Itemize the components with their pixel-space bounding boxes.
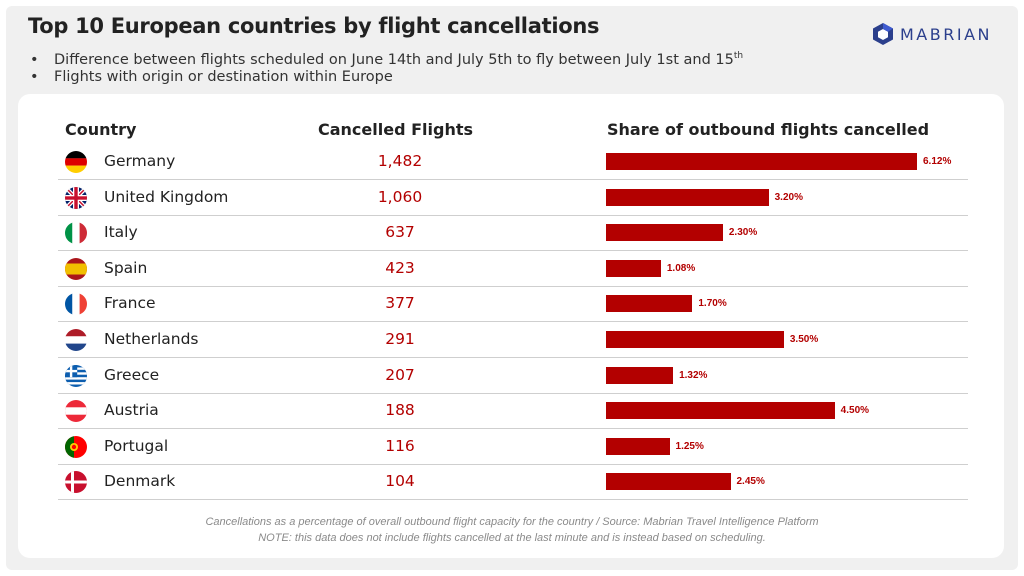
cancelled-flights-value: 188 bbox=[385, 401, 415, 420]
bullet-date-range: • Difference between flights scheduled on… bbox=[30, 46, 744, 68]
share-bar bbox=[606, 473, 731, 491]
country-name: Italy bbox=[104, 223, 138, 242]
table-row: Denmark 104 2.45% bbox=[58, 464, 968, 501]
share-bar bbox=[606, 366, 674, 384]
country-name: Germany bbox=[104, 152, 176, 170]
column-header-country: Country bbox=[65, 120, 137, 139]
bullet-glyph: • bbox=[30, 51, 39, 68]
column-header-cancelled: Cancelled Flights bbox=[318, 120, 474, 139]
share-data-label: 3.50% bbox=[789, 334, 819, 345]
cancelled-flights-value: 207 bbox=[385, 365, 415, 384]
country-name: France bbox=[104, 294, 156, 313]
bullet-date-range-text: Difference between flights scheduled on … bbox=[54, 51, 734, 68]
country-name: Portugal bbox=[104, 436, 169, 455]
subtitle-bullets: • Difference between flights scheduled on… bbox=[30, 46, 743, 88]
share-data-label: 4.50% bbox=[840, 405, 870, 417]
table-card bbox=[18, 94, 1004, 558]
table-row: Portugal 116 1.25% bbox=[58, 429, 968, 465]
share-bar bbox=[606, 295, 693, 313]
country-name: United Kingdom bbox=[104, 187, 229, 206]
france-flag-icon bbox=[65, 293, 87, 316]
greece-flag-icon bbox=[65, 364, 87, 387]
country-name: Netherlands bbox=[104, 330, 199, 348]
country-name: Greece bbox=[104, 365, 160, 384]
table-row: France 377 1.70% bbox=[58, 286, 968, 323]
denmark-flag-icon bbox=[65, 471, 87, 494]
bullet-scope-text: Flights with origin or destination withi… bbox=[54, 69, 393, 85]
table-row: Spain 423 1.08% bbox=[58, 251, 968, 287]
mabrian-logo-icon bbox=[873, 23, 893, 45]
bullet-date-range-sup: th bbox=[733, 51, 744, 61]
share-bar bbox=[606, 331, 784, 348]
share-data-label: 3.20% bbox=[774, 191, 803, 203]
footnote-source: Cancellations as a percentage of overall… bbox=[205, 516, 819, 528]
germany-flag-icon bbox=[65, 151, 87, 173]
cancelled-flights-value: 637 bbox=[385, 223, 415, 242]
logo-text: MABRIAN bbox=[900, 24, 992, 44]
share-data-label: 2.45% bbox=[736, 476, 765, 488]
page-title: Top 10 European countries by flight canc… bbox=[28, 14, 600, 38]
country-name: Spain bbox=[104, 258, 148, 277]
bullet-glyph: • bbox=[30, 69, 39, 85]
spain-flag-icon bbox=[65, 257, 87, 280]
bullet-scope: • Flights with origin or destination with… bbox=[30, 67, 743, 88]
table-row: United Kingdom 1,060 3.20% bbox=[58, 180, 968, 216]
cancelled-flights-value: 1,482 bbox=[377, 152, 423, 170]
netherlands-flag-icon bbox=[65, 329, 87, 351]
uk-flag-icon bbox=[65, 186, 87, 209]
cancelled-flights-value: 291 bbox=[385, 330, 415, 348]
share-data-label: 1.08% bbox=[666, 262, 696, 274]
table-row: Netherlands 291 3.50% bbox=[58, 322, 968, 358]
share-data-label: 6.12% bbox=[923, 156, 952, 167]
share-bar bbox=[606, 153, 917, 170]
table-row: Austria 188 4.50% bbox=[58, 393, 968, 430]
cancelled-flights-value: 104 bbox=[385, 472, 415, 491]
table-row: Greece 207 1.32% bbox=[58, 358, 968, 394]
italy-flag-icon bbox=[65, 222, 87, 245]
share-data-label: 1.70% bbox=[698, 298, 727, 310]
share-bar bbox=[606, 259, 661, 277]
country-name: Austria bbox=[104, 401, 159, 420]
portugal-flag-icon bbox=[65, 435, 87, 458]
share-bar bbox=[606, 224, 723, 242]
table-row: Italy 637 2.30% bbox=[58, 215, 968, 252]
column-header-share: Share of outbound flights cancelled bbox=[607, 120, 930, 139]
cancelled-flights-value: 423 bbox=[385, 258, 415, 277]
mabrian-logo: MABRIAN bbox=[872, 22, 992, 46]
footnote-scheduling: NOTE: this data does not include flights… bbox=[258, 532, 766, 544]
austria-flag-icon bbox=[65, 400, 87, 423]
share-bar bbox=[606, 437, 670, 455]
share-data-label: 1.32% bbox=[679, 369, 708, 381]
cancelled-flights-value: 116 bbox=[385, 436, 415, 455]
share-data-label: 2.30% bbox=[728, 227, 758, 239]
share-bar bbox=[606, 402, 835, 420]
table-row: Germany 1,482 6.12% bbox=[58, 144, 968, 180]
share-bar bbox=[606, 188, 769, 206]
cancelled-flights-value: 1,060 bbox=[377, 187, 423, 206]
share-data-label: 1.25% bbox=[675, 440, 704, 452]
cancelled-flights-value: 377 bbox=[385, 294, 415, 313]
country-name: Denmark bbox=[104, 472, 176, 491]
